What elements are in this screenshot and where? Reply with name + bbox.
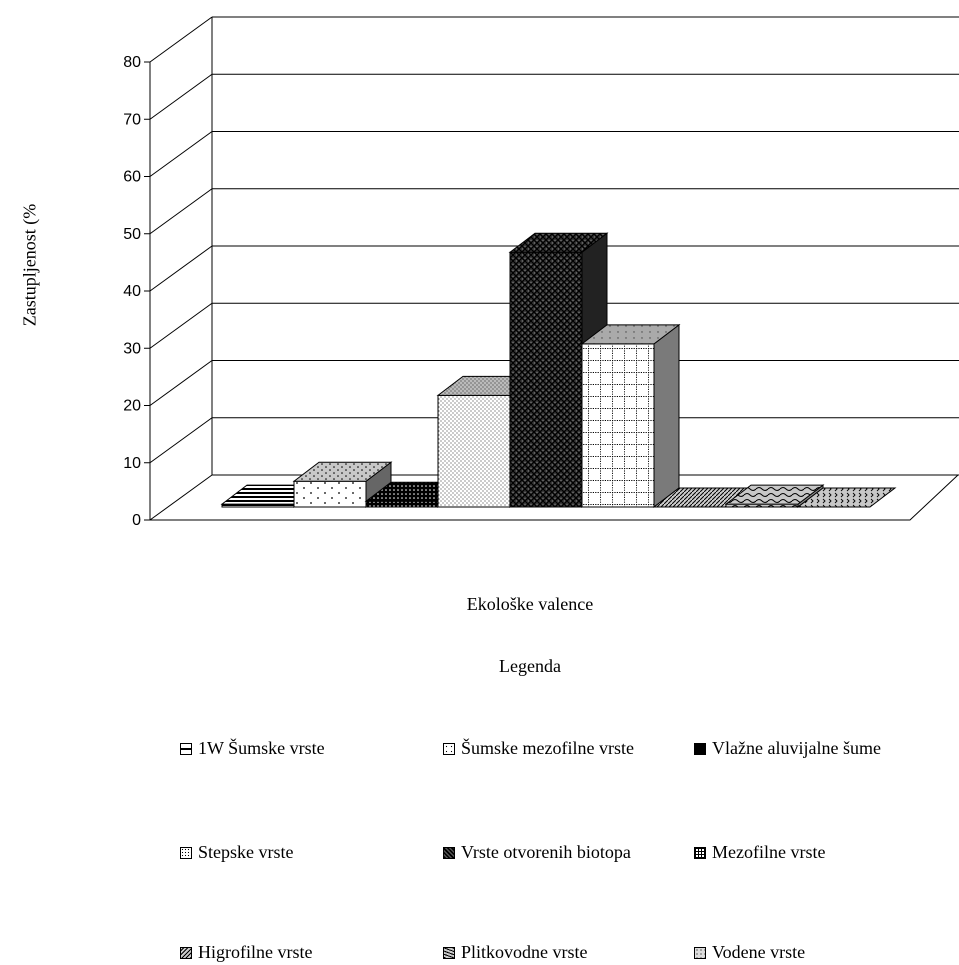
gridline-side (149, 16, 213, 63)
y-tick-label: 20 (123, 398, 141, 415)
legend-swatch-icon (443, 742, 455, 755)
bar (724, 484, 825, 509)
legend-item: 1W Šumske vrste (180, 738, 325, 759)
legend-item: Stepske vrste (180, 842, 293, 863)
legend-item: Vodene vrste (694, 942, 805, 963)
bars (220, 232, 897, 509)
gridline-side (149, 188, 213, 235)
gridline-side (149, 417, 213, 464)
bar (796, 487, 897, 508)
legend-swatch-icon (694, 846, 706, 859)
legend-item: Vrste otvorenih biotopa (443, 842, 631, 863)
bar-top (580, 324, 681, 345)
legend-label: Mezofilne vrste (712, 842, 826, 862)
y-tick-label: 70 (123, 111, 141, 128)
gridline-side (149, 360, 213, 406)
bar-front (509, 251, 583, 508)
gridline-side (149, 131, 213, 177)
legend-title: Legenda (499, 656, 561, 676)
legend-label: 1W Šumske vrste (198, 738, 325, 758)
legend-item: Šumske mezofilne vrste (443, 738, 634, 759)
y-tick-label: 60 (123, 169, 141, 186)
gridline-side (149, 302, 213, 349)
legend-label: Plitkovodne vrste (461, 942, 588, 962)
x-axis-title: Ekološke valence (466, 594, 594, 614)
legend-label: Vrste otvorenih biotopa (461, 842, 631, 862)
legend-label: Šumske mezofilne vrste (461, 738, 634, 758)
bar (292, 461, 393, 509)
bar-front (365, 500, 439, 508)
bar-top (796, 487, 897, 508)
legend-item: Higrofilne vrste (180, 942, 312, 963)
y-tick-label: 30 (123, 340, 141, 357)
y-tick-label: 10 (123, 455, 141, 472)
bar-side (653, 323, 680, 509)
y-tick-label: 80 (123, 54, 141, 71)
y-tick-label: 40 (123, 283, 141, 300)
legend-item: Plitkovodne vrste (443, 942, 588, 963)
chart: 0 10 20 30 40 50 60 70 80 (123, 16, 959, 529)
legend-swatch-icon (694, 946, 706, 959)
legend-swatch-icon (443, 846, 455, 859)
axes: 0 10 20 30 40 50 60 70 80 (123, 16, 959, 529)
legend-label: Vlažne aluvijalne šume (712, 738, 881, 758)
y-tick-label: 50 (123, 226, 141, 243)
bar-top (292, 461, 393, 482)
bar-front (581, 343, 655, 508)
gridline-side (149, 73, 213, 120)
bar-top (508, 232, 609, 253)
legend-item: Vlažne aluvijalne šume (694, 738, 881, 759)
bar-top (724, 484, 825, 505)
bar-front (293, 480, 367, 508)
bar (580, 323, 681, 509)
legend-label: Vodene vrste (712, 942, 806, 962)
legend-label: Stepske vrste (198, 842, 294, 862)
bar-front (437, 394, 511, 508)
y-tick-label: 0 (132, 512, 141, 529)
legend-swatch-icon (443, 946, 455, 959)
legend-item: Mezofilne vrste (694, 842, 825, 863)
legend-swatch-icon (694, 742, 706, 755)
y-axis-title: Zastupljenost (% (19, 203, 40, 327)
legend-swatch-icon (180, 846, 192, 859)
legend-swatch-icon (180, 946, 192, 959)
gridline-side (149, 245, 213, 292)
gridline-side (149, 474, 213, 521)
legend-swatch-icon (180, 742, 192, 755)
legend-label: Higrofilne vrste (198, 942, 313, 962)
